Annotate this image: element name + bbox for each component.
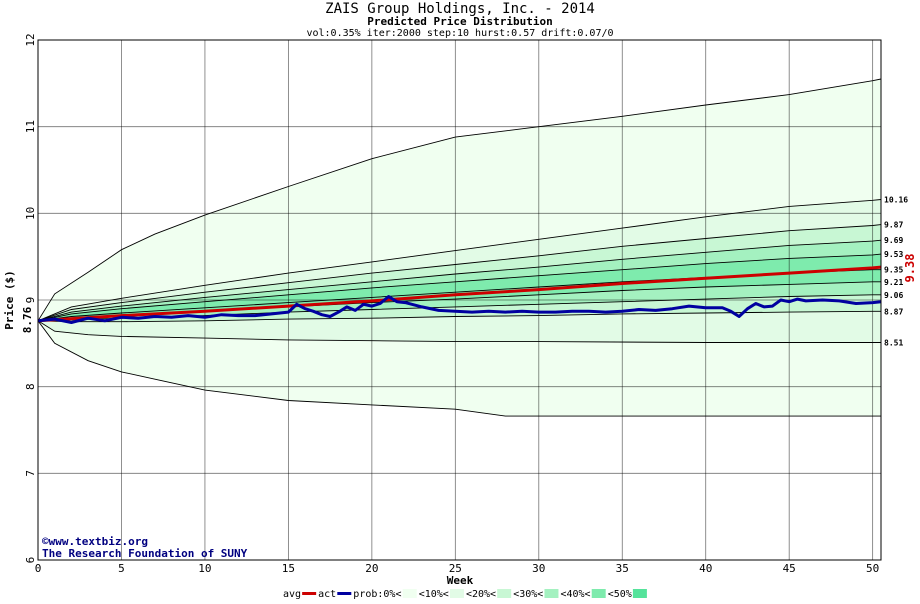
legend-band-swatch: [449, 589, 464, 598]
y-tick-label: 10: [24, 207, 37, 220]
percentile-curve: [37, 224, 882, 322]
y-axis-label: Price ($): [3, 270, 16, 330]
chart-params: vol:0.35% iter:2000 step:10 hurst:0.57 d…: [306, 28, 613, 39]
legend: avg act prob:0%< <10%< <20%< <30%< <40%< <50%: [283, 589, 647, 600]
x-tick-label: 30: [532, 562, 545, 575]
credit-org: The Research Foundation of SUNY: [42, 547, 248, 560]
x-tick-label: 35: [616, 562, 629, 575]
y-tick-label: 9: [24, 297, 37, 304]
legend-band-swatch: [402, 589, 417, 598]
percentile-end-label: 9.87: [884, 221, 903, 230]
x-tick-label: 25: [449, 562, 462, 575]
y-tick-label: 11: [24, 120, 37, 133]
x-tick-label: 10: [198, 562, 211, 575]
percentile-end-label: 8.87: [884, 307, 903, 316]
legend-label: <30%<: [513, 589, 543, 600]
chart-title: ZAIS Group Holdings, Inc. - 2014: [325, 1, 595, 17]
x-tick-label: 0: [35, 562, 42, 575]
legend-line-swatch: [302, 592, 317, 595]
legend-label: prob:0%<: [353, 589, 401, 600]
x-axis-label: Week: [447, 574, 474, 587]
axes: 0 5 10 15 20 25 30 35 40 45 50 6 7 8 9 10 11 12: [24, 33, 882, 575]
y-tick-label: 7: [24, 470, 37, 477]
legend-line-swatch: [337, 592, 352, 595]
end-labels: 10.16 9.87 9.69 9.53 9.35 9.21 9.06 8.87 8.51: [884, 195, 908, 347]
x-tick-label: 50: [866, 562, 879, 575]
legend-band-swatch: [632, 589, 647, 598]
legend-label: <20%<: [466, 589, 496, 600]
percentile-curve: [37, 320, 881, 417]
percentile-end-label: 9.06: [884, 291, 903, 300]
legend-label: act: [318, 589, 336, 600]
chart-subtitle: Predicted Price Distribution: [367, 15, 552, 28]
x-tick-label: 15: [282, 562, 295, 575]
percentile-end-label: 9.21: [884, 278, 903, 287]
end-avg-label: 9.38: [903, 254, 917, 283]
legend-band-swatch: [497, 589, 512, 598]
percentile-curve: [37, 320, 881, 343]
percentile-curve: [37, 239, 882, 322]
y-tick-label: 6: [24, 557, 37, 564]
percentile-curves: [37, 78, 882, 417]
x-tick-label: 5: [118, 562, 125, 575]
legend-band-swatch: [544, 589, 559, 598]
x-tick-label: 45: [783, 562, 796, 575]
legend-label: <10%<: [419, 589, 449, 600]
x-tick-label: 40: [699, 562, 712, 575]
start-price-label: 8.76: [21, 306, 34, 333]
x-tick-label: 20: [365, 562, 378, 575]
legend-label: <40%<: [560, 589, 590, 600]
percentile-curve: [37, 78, 882, 322]
series-avg-line: [37, 265, 882, 323]
percentile-end-label: 9.53: [884, 250, 903, 259]
prob-band-4: [38, 254, 881, 321]
y-tick-label: 12: [24, 33, 37, 46]
percentile-end-label: 8.51: [884, 338, 903, 347]
y-tick-label: 8: [24, 383, 37, 390]
percentile-curve: [37, 253, 882, 322]
percentile-end-label: 9.69: [884, 236, 903, 245]
percentile-curve: [37, 199, 882, 322]
series-act-line: [37, 295, 882, 324]
probability-bands: [38, 79, 881, 417]
credit-site: ©www.textbiz.org: [42, 535, 148, 548]
legend-band-swatch: [591, 589, 606, 598]
plot-frame: [37, 39, 882, 561]
legend-label: avg: [283, 589, 301, 600]
percentile-curve: [37, 310, 881, 323]
series-lines: [37, 265, 882, 324]
percentile-end-label: 9.35: [884, 266, 903, 275]
percentile-end-label: 10.16: [884, 195, 908, 204]
legend-label: <50%: [608, 589, 632, 600]
